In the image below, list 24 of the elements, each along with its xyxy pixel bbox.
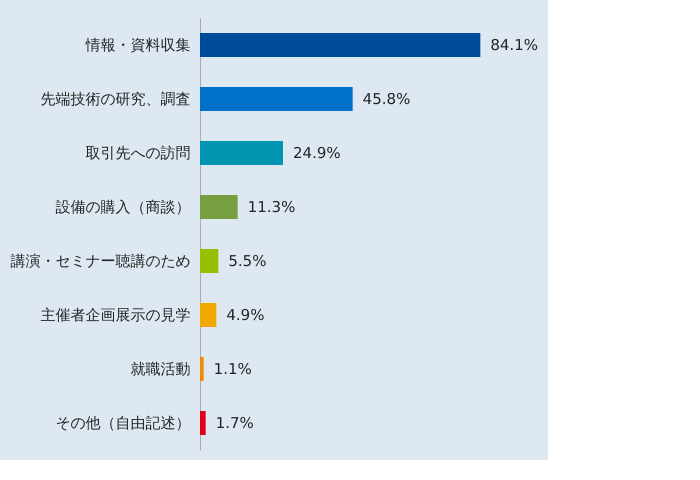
bar (200, 411, 206, 435)
data-label: 84.1% (490, 36, 538, 54)
y-tick-label: 設備の購入（商談） (56, 198, 190, 216)
y-tick-label: 主催者企画展示の見学 (40, 306, 190, 324)
y-tick-label: 就職活動 (130, 360, 190, 378)
data-label: 24.9% (293, 144, 341, 162)
data-label: 11.3% (248, 198, 296, 216)
bar (200, 357, 204, 381)
bar (200, 87, 353, 111)
data-label: 1.1% (214, 360, 252, 378)
y-tick-label: 情報・資料収集 (84, 36, 190, 54)
bar (200, 33, 480, 57)
data-label: 4.9% (226, 306, 264, 324)
data-label: 5.5% (228, 252, 266, 270)
bar (200, 141, 283, 165)
y-tick-label: その他（自由記述） (56, 414, 190, 432)
bar (200, 303, 216, 327)
y-tick-label: 取引先への訪問 (86, 144, 190, 162)
y-tick-label: 講演・セミナー聴講のため (10, 252, 190, 270)
y-tick-label: 先端技術の研究、調査 (40, 90, 190, 108)
data-label: 1.7% (216, 414, 254, 432)
bar (200, 195, 238, 219)
data-label: 45.8% (362, 90, 410, 108)
bar (200, 249, 218, 273)
